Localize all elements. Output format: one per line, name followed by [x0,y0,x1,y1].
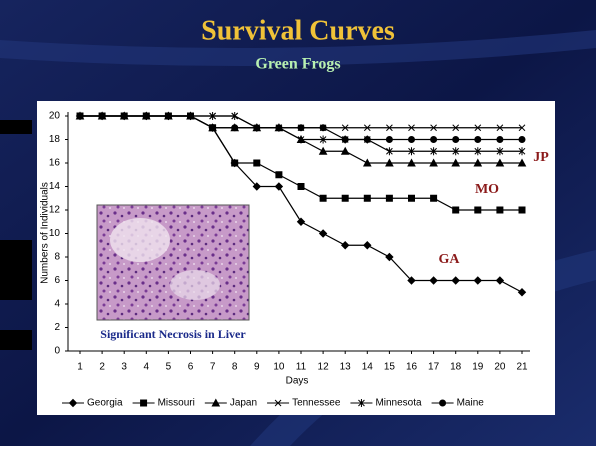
y-tick-label: 20 [49,111,61,122]
slide: Survival Curves Green Frogs Significant … [0,0,596,446]
legend-label: Tennessee [292,398,341,409]
x-tick-label: 20 [494,362,506,373]
marker [519,207,525,213]
marker [386,195,392,201]
y-tick-label: 12 [49,205,61,216]
marker [364,137,370,143]
marker [232,125,238,131]
marker [232,160,238,166]
curve-annotation: GA [439,252,461,267]
x-tick-label: 9 [254,362,260,373]
y-tick-label: 0 [54,346,60,357]
x-tick-label: 2 [99,362,105,373]
y-tick-label: 16 [49,158,61,169]
x-tick-label: 17 [428,362,440,373]
marker [453,207,459,213]
curve-annotation: JP [533,150,549,165]
y-tick-label: 2 [54,322,60,333]
marker [475,137,481,143]
legend-label: Missouri [158,398,195,409]
marker [99,113,105,119]
marker [77,113,83,119]
y-tick-label: 18 [49,134,61,145]
y-tick-label: 10 [49,228,61,239]
legend-label: Georgia [87,398,123,409]
y-tick-label: 6 [54,275,60,286]
marker [121,113,127,119]
stripe [0,120,32,134]
marker [254,160,260,166]
marker [431,195,437,201]
x-tick-label: 7 [210,362,216,373]
x-tick-label: 15 [384,362,396,373]
marker [409,195,415,201]
page: {"chart_data": {"type": "line", "title":… [0,0,596,446]
marker [210,125,216,131]
x-tick-label: 16 [406,362,418,373]
subtitle: Green Frogs [255,56,340,73]
legend-marker [440,400,446,406]
stripe [0,240,32,300]
y-tick-label: 14 [49,181,61,192]
marker [497,137,503,143]
marker [254,125,260,131]
marker [320,195,326,201]
x-tick-label: 10 [273,362,285,373]
y-tick-label: 8 [54,252,60,263]
curve-annotation: MO [475,182,499,197]
legend-marker [141,400,147,406]
x-tick-label: 14 [362,362,374,373]
x-tick-label: 1 [77,362,83,373]
marker [475,207,481,213]
necrosis-region [110,218,170,262]
marker [276,172,282,178]
marker [276,125,282,131]
marker [364,195,370,201]
marker [188,113,194,119]
marker [342,195,348,201]
x-tick-label: 3 [121,362,127,373]
legend-label: Minnesota [375,398,422,409]
marker [298,184,304,190]
x-tick-label: 11 [296,362,307,373]
marker [386,137,392,143]
x-tick-label: 19 [472,362,484,373]
marker [320,125,326,131]
x-tick-label: 5 [166,362,172,373]
y-tick-label: 4 [54,299,60,310]
marker [497,207,503,213]
x-tick-label: 12 [318,362,330,373]
marker [342,137,348,143]
x-tick-label: 18 [450,362,462,373]
marker [165,113,171,119]
image-caption: Significant Necrosis in Liver [100,327,246,341]
x-axis-label: Days [286,376,309,387]
stripe [0,330,32,350]
legend-label: Japan [230,398,257,409]
x-tick-label: 6 [188,362,194,373]
x-tick-label: 4 [144,362,150,373]
marker [298,125,304,131]
liver-image [97,205,249,320]
marker [431,137,437,143]
marker [453,137,459,143]
x-tick-label: 8 [232,362,238,373]
marker [519,137,525,143]
necrosis-region [170,270,220,300]
x-tick-label: 13 [340,362,352,373]
x-tick-label: 21 [516,362,528,373]
legend-label: Maine [457,398,485,409]
marker [143,113,149,119]
title: Survival Curves [201,15,395,46]
marker [409,137,415,143]
